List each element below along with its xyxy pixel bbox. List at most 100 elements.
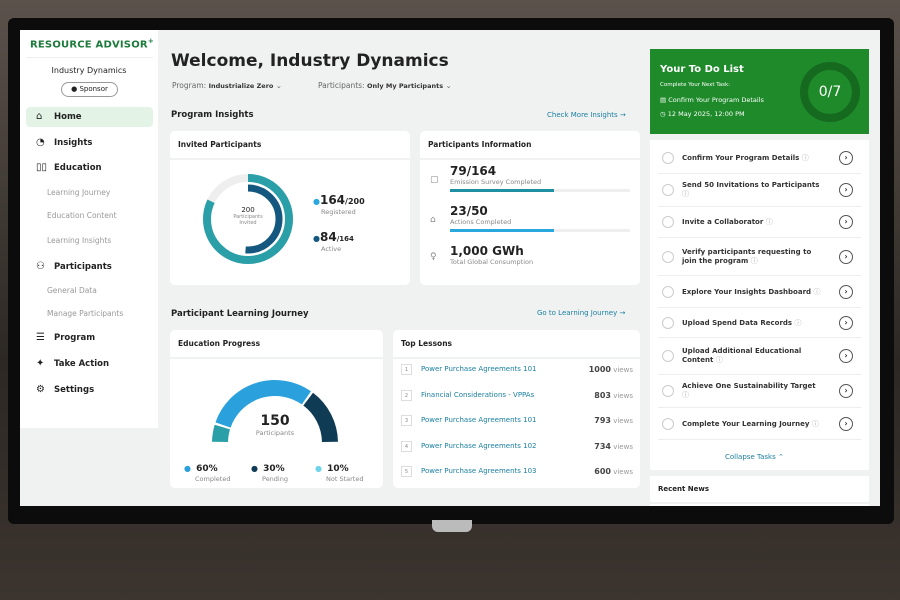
gauge-center: 150 Participants xyxy=(255,413,295,437)
card-title: Participants Information xyxy=(420,131,640,160)
info-icon: ⓘ xyxy=(715,356,723,364)
gauge-segment-not-started xyxy=(212,424,231,443)
recent-news-card: Recent News xyxy=(650,476,869,506)
collapse-tasks-button[interactable]: Collapse Tasks ⌃ xyxy=(725,453,784,461)
nav-program[interactable]: ☰ Program xyxy=(26,328,153,348)
chevron-right-icon[interactable]: › xyxy=(839,215,853,229)
insights-icon: ◔ xyxy=(36,137,45,148)
logo: RESOURCE ADVISOR+ xyxy=(30,37,154,51)
lesson-rank: 3 xyxy=(401,415,412,426)
todo-item[interactable]: Confirm Your Program Details ⓘ › xyxy=(658,142,861,174)
lesson-title[interactable]: Power Purchase Agreements 101 xyxy=(421,365,537,373)
nav-learning-journey[interactable]: Learning Journey xyxy=(47,188,111,197)
action-icon: ✦ xyxy=(36,358,45,369)
home-icon: ⌂ xyxy=(36,111,43,122)
todo-item[interactable]: Send 50 Invitations to Participants ⓘ › xyxy=(658,174,861,207)
lesson-views: 1000 views xyxy=(588,365,633,374)
check-more-insights-link[interactable]: Check More Insights → xyxy=(547,111,626,119)
todo-label: Explore Your Insights Dashboard ⓘ xyxy=(682,287,821,296)
nav-education[interactable]: ▯▯ Education xyxy=(26,158,153,178)
sidebar: RESOURCE ADVISOR+ Industry Dynamics ● Sp… xyxy=(20,30,158,428)
info-icon: ⓘ xyxy=(750,256,758,265)
todo-checkbox[interactable] xyxy=(662,250,674,263)
todo-item[interactable]: Verify participants requesting to join t… xyxy=(658,238,861,276)
chevron-right-icon[interactable]: › xyxy=(839,284,853,299)
lesson-views: 600 views xyxy=(594,467,633,476)
todo-checkbox[interactable] xyxy=(662,385,674,397)
list-icon: ☰ xyxy=(36,332,45,343)
lesson-title[interactable]: Power Purchase Agreements 103 xyxy=(421,467,537,475)
participants-icon: ⚇ xyxy=(36,261,45,272)
lesson-title[interactable]: Power Purchase Agreements 101 xyxy=(421,416,537,424)
lesson-title[interactable]: Power Purchase Agreements 102 xyxy=(421,441,537,450)
info-icon: ⓘ xyxy=(682,190,689,198)
nav-manage-participants[interactable]: Manage Participants xyxy=(47,309,124,318)
chevron-right-icon[interactable]: › xyxy=(839,249,853,264)
program-filter[interactable]: Program: Industrialize Zero ⌄ xyxy=(172,81,283,90)
todo-checkbox[interactable] xyxy=(662,285,674,298)
todo-item[interactable]: Complete Your Learning Journey ⓘ › xyxy=(658,408,861,440)
center-value: 200 xyxy=(241,206,255,214)
todo-item[interactable]: Achieve One Sustainability Target ⓘ › xyxy=(658,375,861,408)
nav-learning-insights[interactable]: Learning Insights xyxy=(47,236,112,245)
todo-checkbox[interactable] xyxy=(662,417,674,430)
role-badge[interactable]: ● Sponsor xyxy=(61,82,118,97)
todo-item[interactable]: Upload Additional Educational Content ⓘ › xyxy=(658,338,861,375)
nav-insights[interactable]: ◔ Insights xyxy=(26,133,153,153)
go-to-learning-journey-link[interactable]: Go to Learning Journey → xyxy=(537,309,626,317)
nav-home[interactable]: ⌂ Home xyxy=(26,107,153,127)
lesson-row[interactable]: 2 Financial Considerations - VPPAs 803 vie… xyxy=(401,383,633,408)
lesson-title[interactable]: Financial Considerations - VPPAs xyxy=(421,390,535,399)
section-title: Participant Learning Journey xyxy=(171,309,309,319)
monitor-stand xyxy=(432,520,472,532)
book-icon: ▯▯ xyxy=(36,162,48,173)
chevron-right-icon[interactable]: › xyxy=(839,315,853,330)
education-progress-card: Education Progress 150 Participants ● 60%… xyxy=(170,330,383,488)
info-icon: ⓘ xyxy=(813,287,821,296)
todo-checkbox[interactable] xyxy=(662,151,674,164)
lesson-row[interactable]: 5 Power Purchase Agreements 103 600 views xyxy=(401,459,633,484)
todo-checkbox[interactable] xyxy=(662,184,674,196)
todo-checkbox[interactable] xyxy=(662,216,674,228)
card-title: Education Progress xyxy=(170,330,383,359)
top-lessons-card: Top Lessons 1 Power Purchase Agreements 1… xyxy=(393,330,640,488)
chevron-right-icon[interactable]: › xyxy=(839,150,853,165)
survey-icon: ▢ xyxy=(430,175,439,185)
todo-item[interactable]: Invite a Collaborator ⓘ › xyxy=(658,207,861,238)
nav-general-data[interactable]: General Data xyxy=(47,286,97,295)
todo-item[interactable]: Explore Your Insights Dashboard ⓘ › xyxy=(658,276,861,308)
todo-checkbox[interactable] xyxy=(662,350,674,362)
info-item: 1,000 GWh Total Global Consumption xyxy=(450,244,534,266)
todo-list: Confirm Your Program Details ⓘ › Send 50 I… xyxy=(650,140,869,470)
legend-completed: ● 60% Completed xyxy=(184,464,231,483)
active-stat: ●84/164 Active xyxy=(313,230,354,253)
lesson-row[interactable]: 3 Power Purchase Agreements 101 793 views xyxy=(401,408,633,433)
info-icon: ⓘ xyxy=(682,391,689,399)
chevron-right-icon[interactable]: › xyxy=(839,416,853,431)
chevron-down-icon: ⌄ xyxy=(445,81,452,90)
participants-filter[interactable]: Participants: Only My Participants ⌄ xyxy=(318,81,452,90)
center-label: Participants Invited xyxy=(233,214,263,226)
todo-label: Invite a Collaborator ⓘ xyxy=(682,218,773,226)
todo-label: Achieve One Sustainability Target ⓘ xyxy=(682,382,816,399)
registered-stat: ●164/200 Registered xyxy=(313,193,365,216)
lesson-row[interactable]: 1 Power Purchase Agreements 101 1000 views xyxy=(401,357,633,382)
lesson-views: 803 views xyxy=(594,390,633,400)
nav-settings[interactable]: ⚙ Settings xyxy=(26,380,153,400)
invited-participants-card: Invited Participants 200 Participants In… xyxy=(170,131,410,285)
next-task-link[interactable]: ▤ Confirm Your Program Details xyxy=(660,96,764,104)
next-task-label: Complete Your Next Task: xyxy=(660,82,731,88)
nav-education-content[interactable]: Education Content xyxy=(47,211,117,220)
todo-progress-ring: 0/7 xyxy=(800,62,860,122)
todo-checkbox[interactable] xyxy=(662,316,674,329)
chevron-right-icon[interactable]: › xyxy=(839,384,853,398)
chevron-right-icon[interactable]: › xyxy=(839,183,853,197)
lesson-row[interactable]: 4 Power Purchase Agreements 102 734 views xyxy=(401,434,633,459)
nav-take-action[interactable]: ✦ Take Action xyxy=(26,354,153,374)
todo-label: Upload Spend Data Records ⓘ xyxy=(682,318,802,327)
lesson-views: 793 views xyxy=(594,416,633,425)
app-screen: RESOURCE ADVISOR+ Industry Dynamics ● Sp… xyxy=(20,30,880,506)
chevron-right-icon[interactable]: › xyxy=(839,349,853,363)
nav-participants[interactable]: ⚇ Participants xyxy=(26,257,153,277)
todo-item[interactable]: Upload Spend Data Records ⓘ › xyxy=(658,308,861,338)
